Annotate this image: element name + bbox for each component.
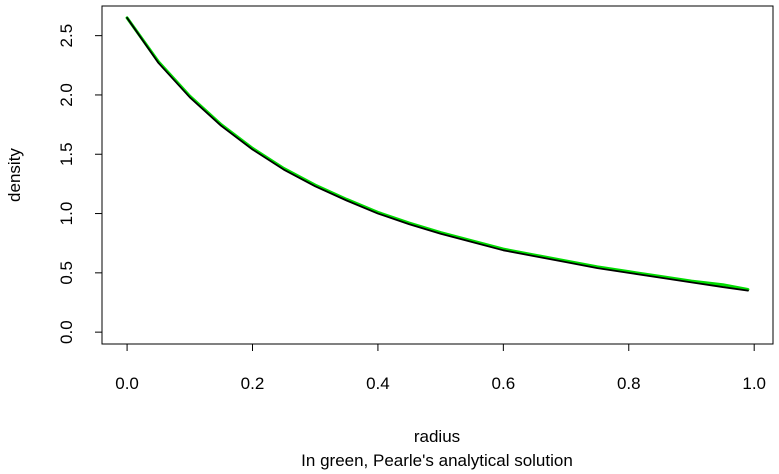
x-axis-title: radius <box>414 427 460 446</box>
green-curve <box>125 16 750 291</box>
black-curve <box>126 16 749 292</box>
x-tick-label: 0.2 <box>241 374 265 393</box>
y-tick-label: 0.5 <box>57 261 76 285</box>
x-tick-label: 0.8 <box>617 374 641 393</box>
y-tick-label: 2.5 <box>57 24 76 48</box>
x-axis: 0.0 0.2 0.4 0.6 0.8 1.0 <box>115 343 766 393</box>
y-tick-label: 0.0 <box>57 320 76 344</box>
series-layer <box>125 16 750 292</box>
y-tick-label: 1.5 <box>57 142 76 166</box>
chart-caption: In green, Pearle's analytical solution <box>301 451 573 470</box>
x-tick-label: 0.0 <box>115 374 139 393</box>
plot-frame <box>101 5 774 345</box>
x-tick-label: 1.0 <box>742 374 766 393</box>
x-tick-label: 0.4 <box>366 374 390 393</box>
y-axis: 0.0 0.5 1.0 1.5 2.0 2.5 <box>57 24 103 344</box>
x-tick-label: 0.6 <box>492 374 516 393</box>
y-axis-title: density <box>5 148 24 202</box>
y-tick-label: 2.0 <box>57 83 76 107</box>
y-tick-label: 1.0 <box>57 202 76 226</box>
